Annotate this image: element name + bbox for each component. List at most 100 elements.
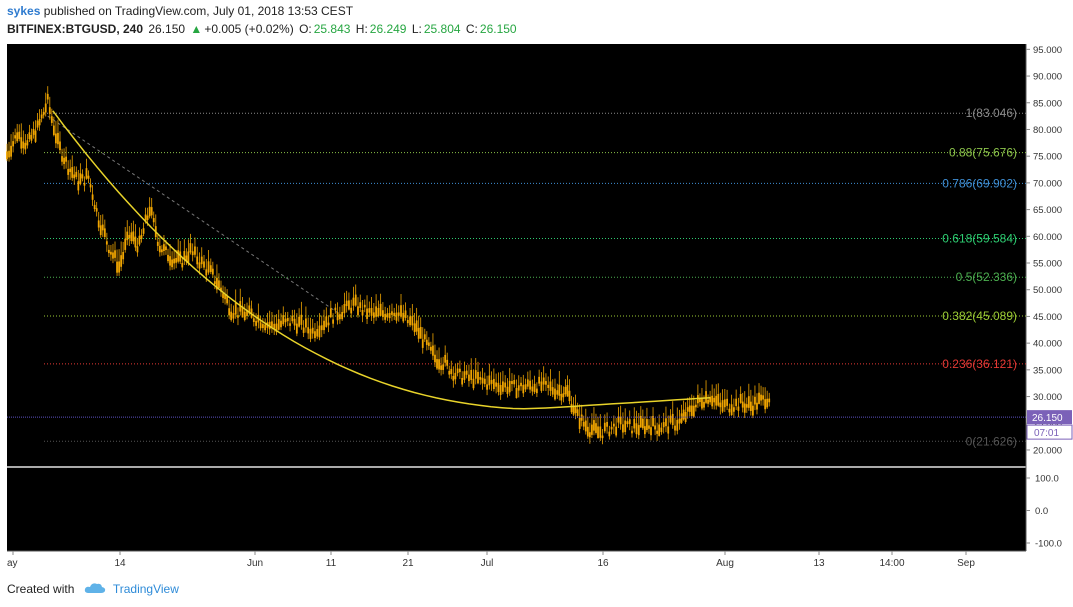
candle-body [277, 319, 280, 330]
candle-body [409, 316, 411, 326]
candle [411, 304, 414, 331]
candle [366, 295, 368, 325]
candle [211, 261, 214, 278]
candle [612, 415, 615, 434]
candle-body [218, 280, 220, 289]
candle-body [524, 384, 527, 390]
candle [216, 264, 218, 294]
candle-body [211, 268, 214, 275]
candle [522, 374, 525, 398]
candle [674, 417, 676, 436]
candle-body [156, 241, 159, 246]
tradingview-link[interactable]: TradingView [112, 582, 179, 596]
candle-body [34, 130, 37, 142]
candle-body [456, 368, 459, 374]
candle [713, 388, 716, 410]
candle-body [379, 303, 382, 316]
candle [715, 384, 718, 410]
candle-body [639, 415, 642, 428]
candle-body [241, 306, 244, 318]
candle-body [40, 114, 43, 119]
candle-body [631, 430, 633, 434]
candle-body [354, 294, 357, 306]
candle [417, 315, 420, 343]
candle [735, 389, 738, 410]
candle-body [224, 294, 226, 300]
candle-body [591, 424, 593, 435]
candle [320, 315, 323, 338]
candle-body [110, 251, 112, 255]
candle-body [764, 399, 767, 410]
candle [488, 363, 491, 390]
candle [73, 166, 76, 185]
fib-level-label: 0(21.626) [966, 434, 1017, 448]
candle [508, 368, 511, 396]
candle [549, 369, 552, 396]
candle-body [588, 432, 591, 438]
candle [580, 404, 583, 427]
candle-body [558, 384, 561, 396]
candle [470, 358, 473, 384]
candle-body [259, 322, 262, 329]
candle-body [8, 150, 10, 158]
candle [103, 219, 106, 240]
candle-body [568, 390, 571, 402]
candle [584, 408, 587, 435]
candle-body [560, 394, 563, 401]
candle-body [343, 303, 346, 314]
candle-body [637, 425, 640, 436]
candle-body [745, 404, 748, 408]
candle-body [622, 424, 624, 433]
candle [309, 317, 312, 343]
candle [52, 116, 55, 137]
candle [538, 369, 541, 387]
candle [597, 416, 599, 439]
candle-body [540, 381, 543, 391]
candle-body [234, 303, 237, 315]
candle [282, 306, 285, 327]
candle-body [271, 321, 273, 328]
candle [386, 307, 389, 321]
candle-body [323, 320, 325, 331]
candle [14, 128, 17, 144]
candle [311, 318, 314, 339]
candle [721, 389, 724, 414]
candle [524, 378, 527, 392]
candle-body [713, 397, 716, 403]
candle-body [377, 307, 380, 317]
candle [128, 226, 131, 246]
candle-body [59, 141, 61, 151]
candle-body [138, 235, 141, 245]
candle [606, 412, 608, 434]
candle [624, 408, 627, 435]
candle [69, 159, 72, 180]
price-tick-label: 95.000 [1033, 45, 1062, 56]
candle [436, 350, 438, 371]
candle-body [723, 399, 726, 408]
candle-body [646, 419, 648, 430]
candle-body [16, 132, 19, 142]
candle [646, 407, 648, 433]
time-tick-label: 14:00 [879, 558, 904, 569]
candle [495, 373, 498, 394]
candle [12, 131, 15, 153]
candle [173, 250, 176, 270]
author-link[interactable]: sykes [7, 4, 41, 18]
candle [578, 404, 581, 434]
candle [658, 414, 661, 437]
candle-body [474, 370, 477, 379]
candle [732, 398, 735, 419]
candle-body [448, 370, 451, 375]
candle [26, 134, 29, 149]
candle [477, 361, 479, 385]
candle-body [116, 261, 118, 273]
candle [177, 239, 180, 264]
candle-body [520, 382, 522, 387]
candle [442, 356, 445, 375]
symbol-name[interactable]: BITFINEX:BTGUSD, 240 [7, 22, 144, 36]
candle [203, 255, 205, 270]
candle-body [32, 129, 35, 135]
candle-body [205, 269, 208, 276]
candle-body [177, 250, 180, 262]
